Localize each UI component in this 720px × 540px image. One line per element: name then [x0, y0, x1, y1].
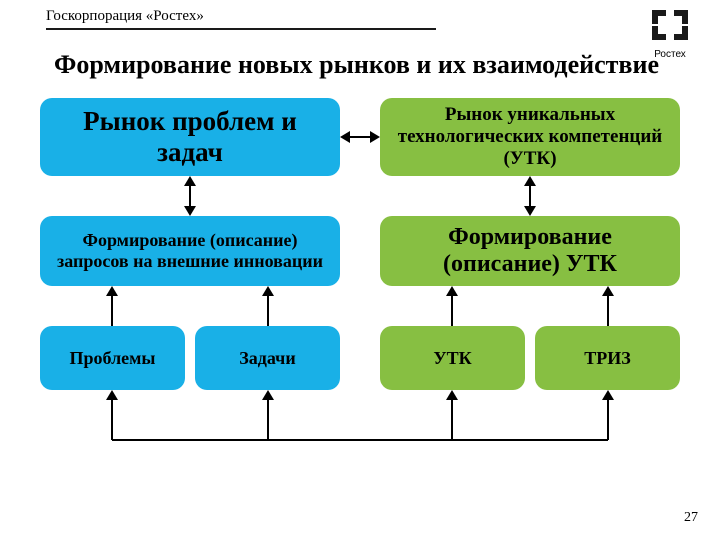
- box-problems: Проблемы: [40, 326, 185, 390]
- box-formation-requests: Формирование (описание) запросов на внеш…: [40, 216, 340, 286]
- header-org: Госкорпорация «Ростех»: [46, 8, 204, 25]
- box-label: УТК: [433, 348, 471, 369]
- header-rule: [46, 28, 436, 30]
- box-market-problems: Рынок проблем и задач: [40, 98, 340, 176]
- box-formation-utk: Формирование (описание) УТК: [380, 216, 680, 286]
- box-label: ТРИЗ: [584, 348, 631, 369]
- box-label: Задачи: [239, 348, 295, 369]
- box-label: Формирование (описание) УТК: [388, 224, 672, 278]
- box-label: Формирование (описание) запросов на внеш…: [48, 230, 332, 272]
- box-market-utk: Рынок уникальных технологических компете…: [380, 98, 680, 176]
- rostec-logo-icon: [650, 8, 690, 42]
- box-label: Рынок проблем и задач: [48, 106, 332, 168]
- box-utk: УТК: [380, 326, 525, 390]
- slide: Госкорпорация «Ростех» Ростех Формирован…: [0, 0, 720, 540]
- box-label: Рынок уникальных технологических компете…: [388, 104, 672, 170]
- box-label: Проблемы: [70, 348, 156, 369]
- box-tasks: Задачи: [195, 326, 340, 390]
- page-number: 27: [684, 510, 698, 526]
- slide-title: Формирование новых рынков и их взаимодей…: [54, 50, 659, 80]
- box-triz: ТРИЗ: [535, 326, 680, 390]
